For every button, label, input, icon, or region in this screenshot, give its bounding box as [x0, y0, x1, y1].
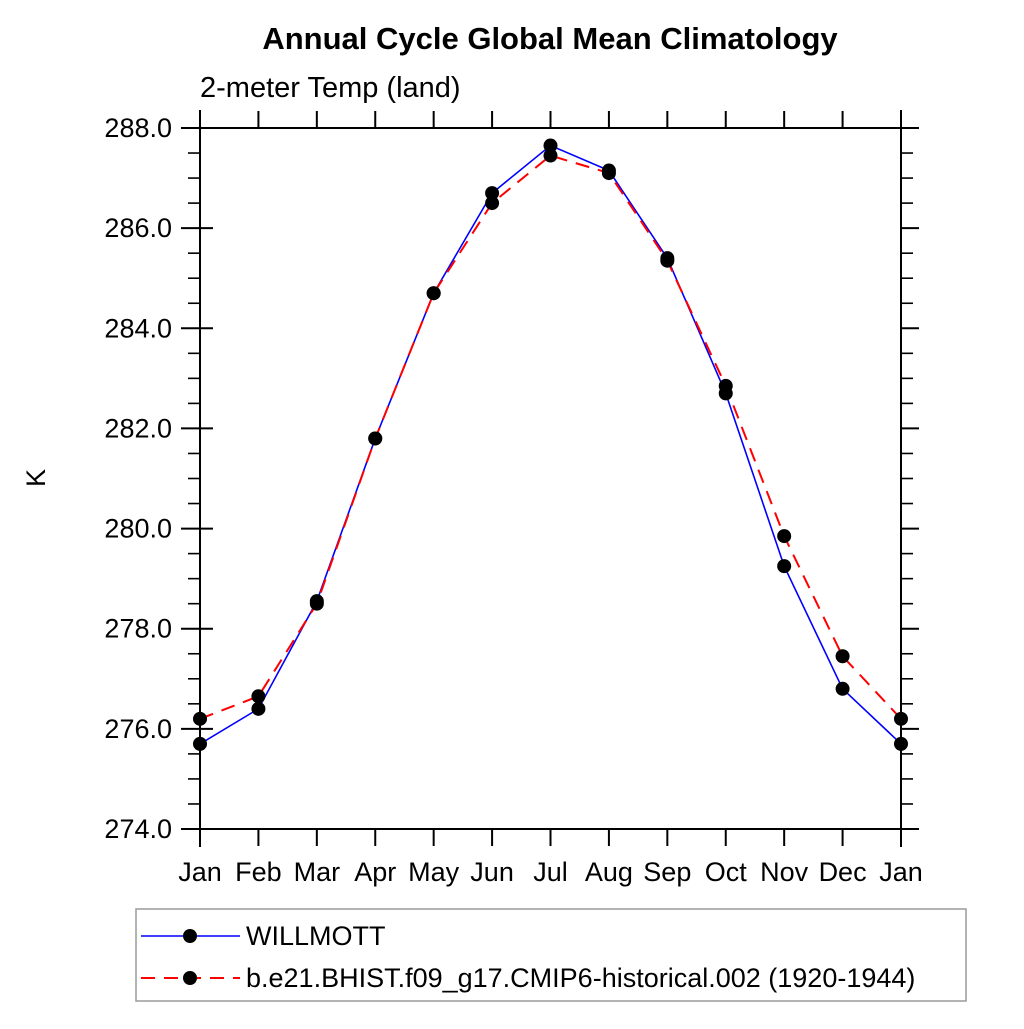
legend-frame — [135, 908, 967, 1002]
y-tick-label: 278.0 — [104, 614, 172, 644]
data-point — [835, 649, 850, 664]
plot-axes: 274.0 276.0 278.0 280.0 282.0 284.0 286.0 288.0… — [104, 110, 923, 887]
data-point — [835, 681, 850, 696]
legend-marker — [183, 929, 197, 943]
x-tick-label: Aug — [585, 857, 633, 887]
legend-marker — [183, 971, 197, 985]
x-tick-label: Jul — [533, 857, 568, 887]
y-tick-label: 286.0 — [104, 213, 172, 243]
x-tick-label: Nov — [760, 857, 809, 887]
data-point — [601, 166, 616, 181]
data-point — [777, 529, 792, 544]
data-point — [485, 186, 500, 201]
x-tick-label: Jan — [879, 857, 923, 887]
data-point — [251, 689, 266, 704]
x-tick-label: Mar — [294, 857, 341, 887]
series-lines — [199, 144, 902, 745]
x-tick-label: Dec — [819, 857, 867, 887]
data-point — [368, 431, 383, 446]
y-tick-label: 284.0 — [104, 313, 172, 343]
x-tick-label: Sep — [643, 857, 691, 887]
data-point — [777, 559, 792, 574]
data-point — [309, 596, 324, 611]
data-point — [485, 196, 500, 211]
x-tick-label: Jun — [470, 857, 514, 887]
data-point — [660, 253, 675, 268]
data-point — [894, 736, 908, 751]
x-tick-label: May — [408, 857, 460, 887]
data-point — [193, 736, 207, 751]
chart-subtitle: 2-meter Temp (land) — [200, 72, 461, 104]
y-tick-label: 282.0 — [104, 413, 172, 443]
series-line-0 — [199, 144, 902, 745]
data-point — [543, 148, 558, 163]
y-tick-label: 280.0 — [104, 514, 172, 544]
x-tick-label: Oct — [705, 857, 748, 887]
data-point — [718, 378, 733, 393]
x-tick-label: Jan — [178, 857, 222, 887]
y-tick-label: 274.0 — [104, 814, 172, 844]
data-markers — [193, 138, 908, 751]
data-point — [543, 138, 558, 153]
x-tick-label: Feb — [235, 857, 282, 887]
legend-box: WILLMOTT b.e21.BHIST.f09_g17.CMIP6-histor… — [135, 908, 967, 1002]
data-point — [426, 286, 441, 301]
data-point — [193, 711, 207, 726]
y-tick-label: 276.0 — [104, 714, 172, 744]
chart-title: Annual Cycle Global Mean Climatology — [262, 21, 838, 56]
data-point — [251, 701, 266, 716]
legend-item-label: WILLMOTT — [246, 921, 386, 951]
y-tick-label: 288.0 — [104, 113, 172, 143]
legend-item-label: b.e21.BHIST.f09_g17.CMIP6-historical.002… — [246, 963, 915, 993]
series-line-1 — [199, 154, 902, 720]
data-point — [894, 711, 908, 726]
y-axis-label: K — [21, 469, 51, 487]
x-tick-label: Apr — [354, 857, 396, 887]
